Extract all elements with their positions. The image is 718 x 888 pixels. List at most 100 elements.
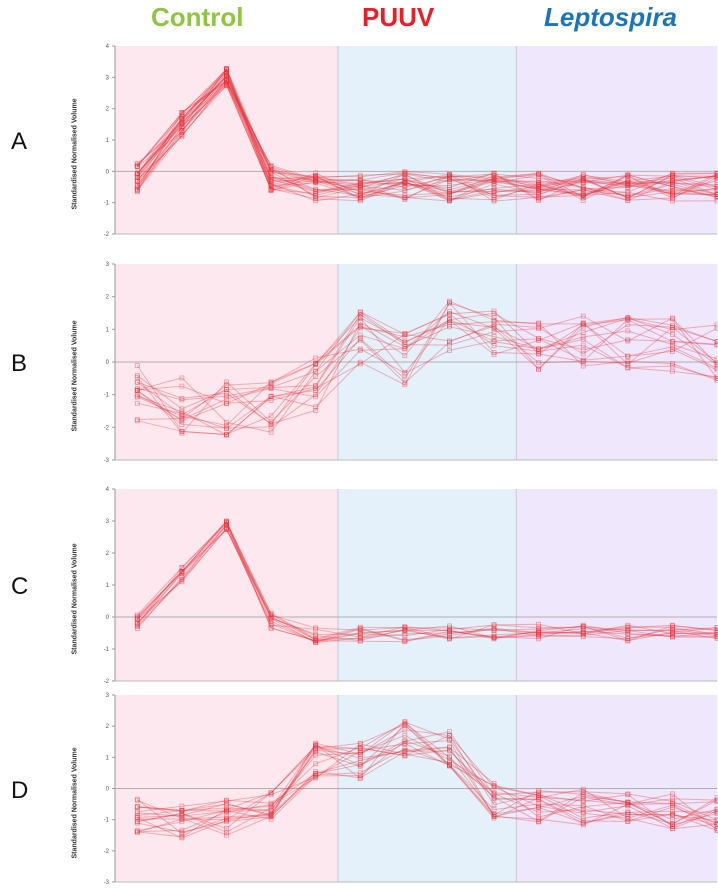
data-point [536,181,542,187]
data-point [268,811,274,816]
series-line [137,321,718,426]
data-point [536,632,542,637]
data-point [625,630,631,636]
data-point [536,196,542,202]
data-point [447,729,452,735]
data-point [714,367,718,373]
data-point [134,173,140,179]
data-point [625,635,631,641]
data-point [536,321,542,327]
data-point [268,790,274,796]
data-point [313,742,319,747]
data-point [625,172,631,178]
data-point [670,344,675,350]
chart-svg: 4 3 2 1 0 -1 -2 [104,487,718,685]
data-point [670,826,675,832]
data-point [625,802,631,808]
data-point [313,637,319,643]
data-point [179,133,185,139]
data-point [580,789,586,795]
data-point [224,74,229,80]
series-line [136,84,718,202]
data-point [536,809,542,815]
data-point [670,172,675,178]
data-point [580,793,586,799]
data-point [625,328,631,334]
series-line [136,79,718,196]
data-point [134,400,140,406]
data-point [625,792,631,798]
y-tick-label: 1 [106,755,110,761]
data-point [580,184,586,190]
data-point [491,792,497,798]
data-point [714,806,718,812]
data-point [670,179,675,185]
data-point [268,615,274,621]
data-point [179,413,185,419]
data-point [536,629,542,635]
data-point [268,176,274,182]
data-point [357,325,363,331]
series-line [136,84,718,201]
data-point [580,357,586,363]
data-point [224,68,229,74]
data-point [134,177,140,183]
data-point [491,802,497,808]
data-point [402,179,408,185]
data-point [268,169,274,175]
data-point [313,178,319,184]
data-point [491,812,497,818]
data-point [580,822,586,828]
data-point [536,197,542,203]
data-point [134,814,140,820]
data-point [536,633,542,639]
data-point [268,381,274,387]
data-point [491,815,497,821]
data-point [491,310,497,316]
y-tick-label: 2 [106,551,110,557]
legend-puuv-label: PUUV [362,2,435,32]
data-point [268,625,274,631]
data-point [670,338,675,344]
data-point [580,337,586,342]
data-point [491,175,497,181]
data-point [447,311,452,317]
data-point [402,720,408,726]
data-point [402,180,408,185]
data-point [224,401,229,406]
data-point [134,363,140,368]
data-point [670,633,675,639]
data-point [224,71,229,76]
data-point [536,335,542,341]
data-point [402,353,408,358]
series-line [136,521,718,644]
y-tick-label: 1 [106,583,110,589]
data-point [268,618,274,624]
data-point [357,630,363,636]
data-point [357,189,363,195]
data-point [714,341,718,347]
data-point [491,185,497,191]
data-point [402,749,408,754]
data-point [402,334,408,340]
data-point [402,181,408,187]
series-line [136,75,718,201]
data-point [580,791,586,797]
data-point [491,177,497,183]
data-point [134,621,140,627]
data-point [134,816,140,822]
data-point [357,638,363,644]
data-point [179,813,185,819]
data-point [313,388,319,393]
data-point [625,182,631,188]
data-point [580,191,586,197]
data-point [268,183,274,188]
series-line [137,739,718,824]
data-point [179,579,185,585]
data-point [313,360,319,366]
data-point [447,322,452,328]
data-point [402,627,408,633]
data-point [447,733,452,738]
data-point [313,747,319,753]
data-point [179,111,185,117]
